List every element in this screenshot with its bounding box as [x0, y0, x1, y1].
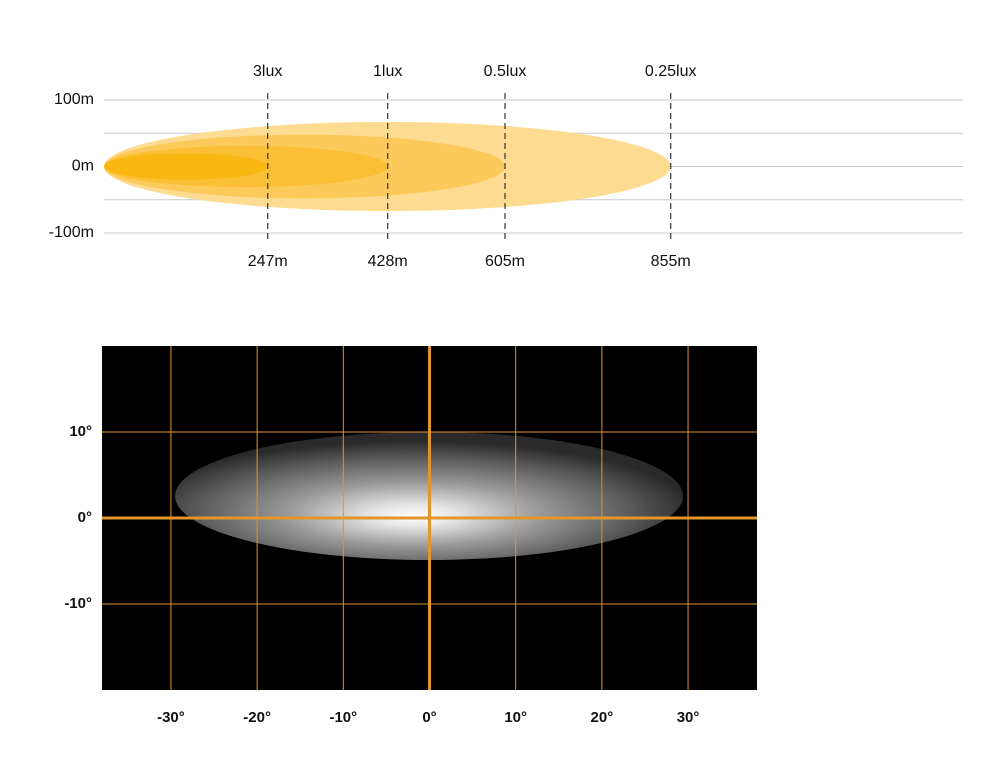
y-tick-label: 100m [54, 91, 94, 108]
x-tick-label: -20° [243, 709, 271, 726]
distance-label: 247m [248, 253, 288, 270]
x-tick-label: 0° [422, 709, 436, 726]
distance-label: 605m [485, 253, 525, 270]
grid [102, 346, 757, 690]
lux-label: 3lux [253, 63, 282, 80]
x-tick-label: 20° [591, 709, 614, 726]
y-tick-label: -10° [64, 595, 92, 612]
y-tick-label: 0m [72, 158, 94, 175]
lux-label: 0.25lux [645, 63, 697, 80]
lux-label: 0.5lux [484, 63, 527, 80]
x-tick-label: 30° [677, 709, 700, 726]
beam-distance-chart: 100m 0m -100m 3lux 247m 1lux 428m 0.5lux 605m 0.2… [49, 63, 963, 270]
distance-label: 428m [368, 253, 408, 270]
beam-range [104, 153, 268, 180]
lux-label: 1lux [373, 63, 402, 80]
y-tick-label: -100m [49, 224, 94, 241]
x-tick-label: -30° [157, 709, 185, 726]
x-tick-label: 10° [504, 709, 527, 726]
beam-pattern-chart: -30° -20° -10° 0° 10° 20° 30° 10° 0° -10° [64, 346, 757, 726]
y-tick-label: 0° [78, 509, 92, 526]
x-tick-label: -10° [329, 709, 357, 726]
y-tick-label: 10° [69, 423, 92, 440]
distance-label: 855m [651, 253, 691, 270]
